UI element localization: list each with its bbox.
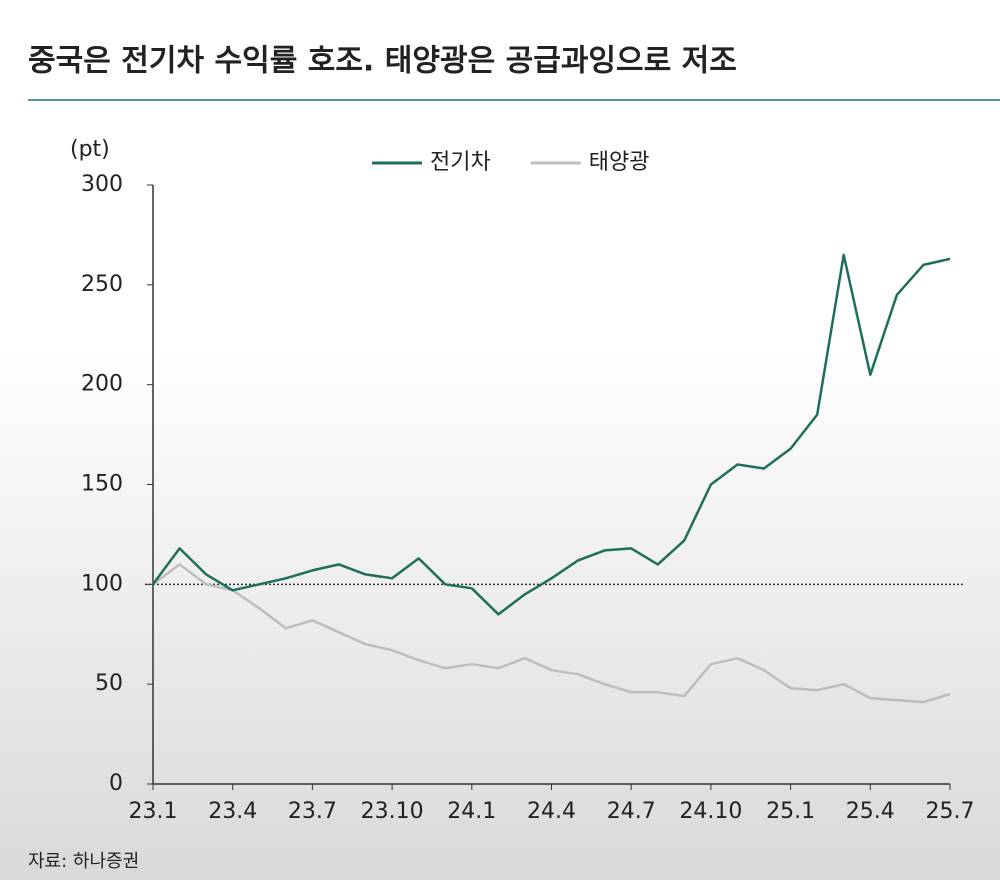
source-note: 자료: 하나증권 [28,851,139,872]
y-tick-label: 0 [109,771,123,796]
legend-label: 전기차 [430,150,491,175]
series-line [151,253,951,616]
y-tick-label: 250 [81,272,123,297]
series-line [152,563,951,704]
y-axis-label: (pt) [70,137,110,162]
y-tick-label: 200 [81,372,123,397]
x-tick-label: 24.1 [447,799,496,824]
x-tick-label: 25.4 [846,799,895,824]
x-tick-label: 24.7 [607,799,656,824]
x-tick-label: 25.7 [926,799,975,824]
x-tick-label: 23.7 [288,799,337,824]
y-tick-label: 50 [95,671,123,696]
legend-label: 태양광 [589,150,650,175]
x-tick-label: 24.4 [527,799,576,824]
y-tick-label: 300 [81,172,123,197]
x-tick-label: 23.1 [129,799,178,824]
y-tick-label: 150 [81,472,123,497]
x-tick-label: 23.10 [361,799,424,824]
x-tick-label: 25.1 [766,799,815,824]
y-tick-label: 100 [81,571,123,596]
x-tick-label: 24.10 [679,799,742,824]
chart-title: 중국은 전기차 수익률 호조. 태양광은 공급과잉으로 저조 [28,44,737,79]
x-tick-label: 23.4 [208,799,257,824]
